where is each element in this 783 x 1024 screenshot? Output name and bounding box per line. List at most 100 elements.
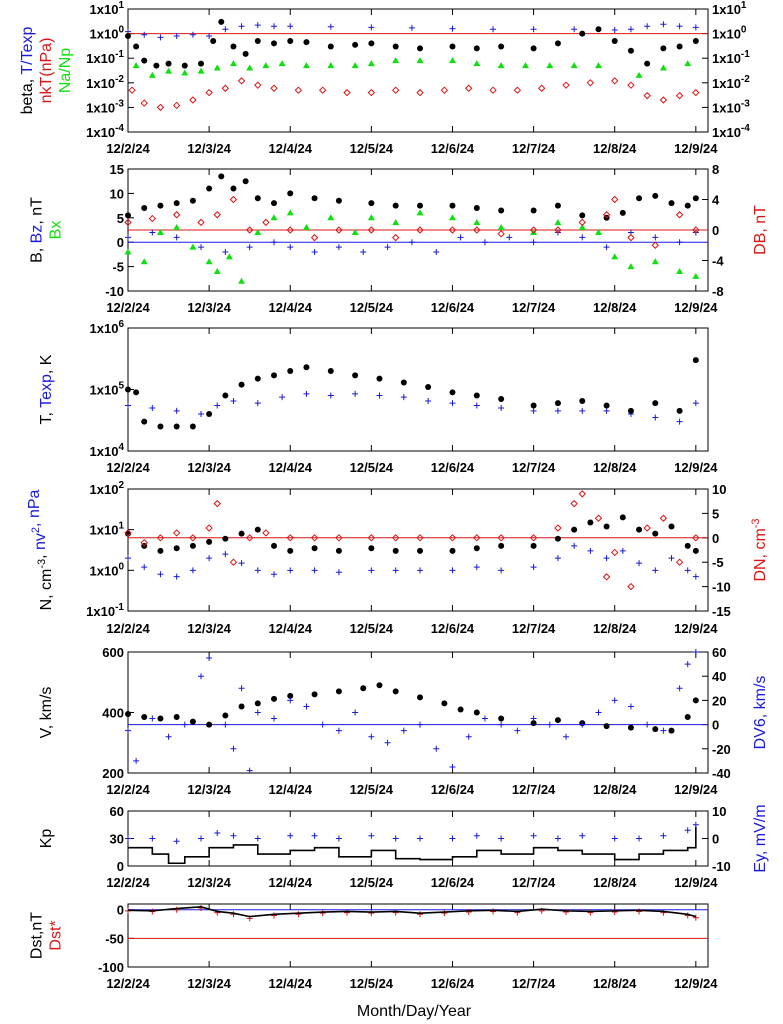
data-point xyxy=(668,727,675,734)
data-point xyxy=(498,542,505,549)
data-point xyxy=(692,400,699,407)
y-tick-label: 1x10-4 xyxy=(86,123,124,140)
data-point xyxy=(384,244,391,251)
data-point xyxy=(238,277,246,284)
data-point xyxy=(149,715,156,722)
data-point xyxy=(408,239,415,246)
data-point xyxy=(140,538,148,547)
data-point xyxy=(473,545,480,552)
data-point xyxy=(636,560,643,567)
data-point xyxy=(189,197,196,204)
data-point xyxy=(684,202,691,209)
data-point xyxy=(603,555,610,562)
data-point xyxy=(408,24,415,31)
data-point xyxy=(271,715,278,722)
series-red xyxy=(124,490,700,591)
data-point xyxy=(676,685,683,692)
data-point xyxy=(237,77,246,85)
data-point xyxy=(294,86,303,94)
y-tick-label: 1x10-1 xyxy=(86,49,124,66)
data-point xyxy=(238,530,245,537)
x-axis-label: Month/Day/Year xyxy=(357,1003,472,1020)
data-point xyxy=(214,402,221,409)
data-point xyxy=(213,267,221,274)
data-point xyxy=(636,526,643,533)
data-point xyxy=(311,832,318,839)
x-tick-label: 12/6/24 xyxy=(431,875,475,890)
data-point xyxy=(692,24,699,31)
data-point xyxy=(287,244,294,251)
data-point xyxy=(579,407,586,414)
x-tick-label: 12/9/24 xyxy=(674,460,718,475)
data-point xyxy=(287,190,294,197)
data-point xyxy=(287,23,294,30)
data-point xyxy=(222,551,229,558)
data-point xyxy=(311,567,318,574)
data-point xyxy=(351,62,359,69)
series-line xyxy=(128,826,697,865)
data-point xyxy=(198,244,205,251)
data-point xyxy=(242,178,249,185)
data-point xyxy=(352,372,359,379)
data-point xyxy=(303,390,310,397)
data-point xyxy=(684,661,691,668)
y-tick-label: 400 xyxy=(102,706,124,721)
data-point xyxy=(198,835,205,842)
panel-p3: 12/2/24 12/3/24 12/4/24 12/5/24 12/6/24 12/7/… xyxy=(38,319,718,475)
plot-frame xyxy=(127,488,709,612)
data-point xyxy=(221,84,230,92)
data-point xyxy=(676,418,683,425)
series-red xyxy=(128,77,700,112)
data-point xyxy=(189,534,197,542)
data-point xyxy=(140,258,148,265)
data-point xyxy=(570,499,578,508)
data-point xyxy=(286,534,294,542)
data-point xyxy=(627,724,634,731)
data-point xyxy=(692,649,699,655)
data-point xyxy=(368,200,375,207)
data-point xyxy=(327,214,335,221)
panel-p4: 12/2/24 12/3/24 12/4/24 12/5/24 12/6/24 12/7/… xyxy=(26,480,769,636)
data-point xyxy=(173,714,180,721)
data-point xyxy=(473,60,481,67)
data-point xyxy=(392,57,400,64)
data-point xyxy=(173,200,180,207)
data-point xyxy=(660,21,667,28)
data-point xyxy=(627,582,635,591)
x-tick-label: 12/8/24 xyxy=(593,300,637,315)
data-point xyxy=(636,835,643,842)
data-point xyxy=(481,715,488,722)
data-point xyxy=(271,40,278,47)
data-point xyxy=(563,733,570,740)
data-point xyxy=(457,234,464,241)
data-point xyxy=(287,367,294,374)
data-point xyxy=(157,202,164,209)
data-point xyxy=(327,62,335,69)
y-tick-label: 0 xyxy=(117,903,124,918)
data-point xyxy=(449,43,456,50)
data-point xyxy=(449,547,456,554)
data-point xyxy=(229,195,238,204)
data-point xyxy=(148,71,156,78)
data-point xyxy=(327,367,334,374)
data-point xyxy=(521,62,529,69)
series-black xyxy=(125,173,699,221)
data-point xyxy=(213,499,221,508)
data-point xyxy=(400,727,407,734)
data-point xyxy=(125,386,131,393)
y-axis-label: Kp xyxy=(38,829,55,849)
data-point xyxy=(627,81,635,89)
data-point xyxy=(368,910,375,917)
y-right-tick-label: -10 xyxy=(712,580,731,595)
data-point xyxy=(198,60,205,67)
data-point xyxy=(335,835,342,842)
x-tick-label: 12/8/24 xyxy=(593,976,637,991)
data-point xyxy=(627,407,634,414)
data-point xyxy=(335,569,342,576)
data-point xyxy=(473,205,480,212)
y-axis-label: N, cm-3, nv2, nPa xyxy=(26,489,55,610)
data-point xyxy=(173,234,180,241)
data-point xyxy=(659,96,668,104)
x-tick-label: 12/5/24 xyxy=(350,141,394,156)
data-point xyxy=(189,96,197,104)
